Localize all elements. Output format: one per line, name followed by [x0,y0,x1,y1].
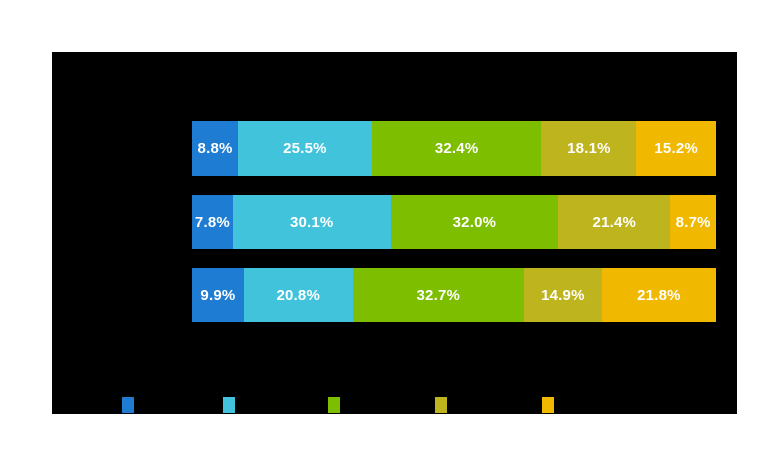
bar-segment-label: 32.4% [434,140,479,157]
bar-segment-blue: 9.9% [192,268,244,322]
bar-segment-label: 8.7% [675,213,711,231]
bar-segment-olive: 14.9% [523,268,602,322]
legend-swatch-green [328,397,340,413]
bar-segment-amber: 21.8% [601,268,716,322]
bar-segment-light-blue: 20.8% [243,268,353,322]
bar-segment-label: 14.9% [541,286,585,304]
legend-swatch-amber [542,397,554,413]
bar-segment-label: 20.8% [276,286,321,304]
bar-segment-label: 30.1% [289,213,334,231]
bar-segment-blue: 7.8% [192,195,233,249]
bar-segment-label: 18.1% [567,140,611,157]
bar-segment-green: 32.7% [352,268,524,322]
bar-segment-blue: 8.8% [192,121,239,176]
bar-segment-amber: 15.2% [636,121,716,176]
legend-swatch-olive [435,397,447,413]
chart-panel: 8.8% 25.5% 32.4% 18.1% 15.2% 7.8% 30.1% 32.0% 21… [52,52,737,414]
bar-segment-amber: 8.7% [670,195,716,249]
bar-segment-label: 9.9% [200,286,236,304]
bar-segment-label: 32.7% [416,286,461,304]
bar-segment-label: 21.4% [592,213,637,231]
bar-row: 7.8% 30.1% 32.0% 21.4% 8.7% [192,195,716,249]
stacked-bar-chart: 8.8% 25.5% 32.4% 18.1% 15.2% 7.8% 30.1% 32.0% 21… [192,121,716,322]
legend-swatch-light-blue [223,397,235,413]
bar-segment-label: 8.8% [197,140,233,157]
bar-row: 8.8% 25.5% 32.4% 18.1% 15.2% [192,121,716,176]
bar-segment-label: 25.5% [283,140,327,157]
bar-row: 9.9% 20.8% 32.7% 14.9% 21.8% [192,268,716,322]
bar-segment-olive: 21.4% [558,195,671,249]
legend-swatch-blue [122,397,134,413]
bar-segment-olive: 18.1% [541,121,637,176]
bar-segment-green: 32.4% [371,121,542,176]
bar-segment-label: 7.8% [194,213,230,231]
bar-segment-label: 32.0% [452,213,497,231]
bar-segment-light-blue: 30.1% [232,195,391,249]
bar-segment-label: 15.2% [654,140,698,157]
bar-segment-label: 21.8% [637,286,681,304]
bar-segment-green: 32.0% [390,195,559,249]
bar-segment-light-blue: 25.5% [238,121,372,176]
